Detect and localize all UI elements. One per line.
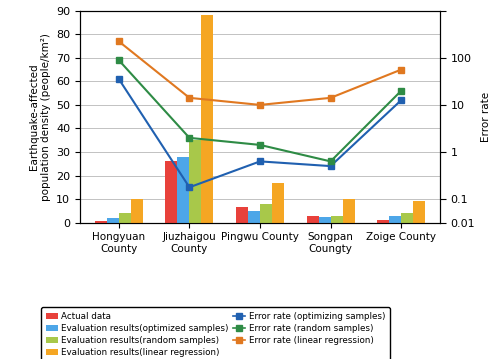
- Bar: [318, 217, 330, 223]
- Bar: [248, 211, 260, 223]
- Legend: Actual data, Evaluation results(optimized samples), Evaluation results(random sa: Actual data, Evaluation results(optimize…: [41, 307, 390, 359]
- Bar: [178, 157, 190, 223]
- Bar: [202, 15, 213, 223]
- Bar: [119, 213, 131, 223]
- Bar: [377, 220, 389, 223]
- Bar: [131, 199, 143, 223]
- Y-axis label: Earthquake-affected
population density (people/km²): Earthquake-affected population density (…: [29, 33, 50, 201]
- Bar: [413, 201, 425, 223]
- Bar: [166, 162, 177, 223]
- Bar: [401, 213, 413, 223]
- Bar: [190, 140, 202, 223]
- Bar: [330, 215, 342, 223]
- Bar: [389, 215, 401, 223]
- Bar: [342, 199, 354, 223]
- Bar: [95, 222, 107, 223]
- Y-axis label: Error rate: Error rate: [480, 92, 490, 142]
- Bar: [272, 183, 284, 223]
- Bar: [236, 207, 248, 223]
- Bar: [107, 218, 119, 223]
- Bar: [306, 215, 318, 223]
- Bar: [260, 204, 272, 223]
